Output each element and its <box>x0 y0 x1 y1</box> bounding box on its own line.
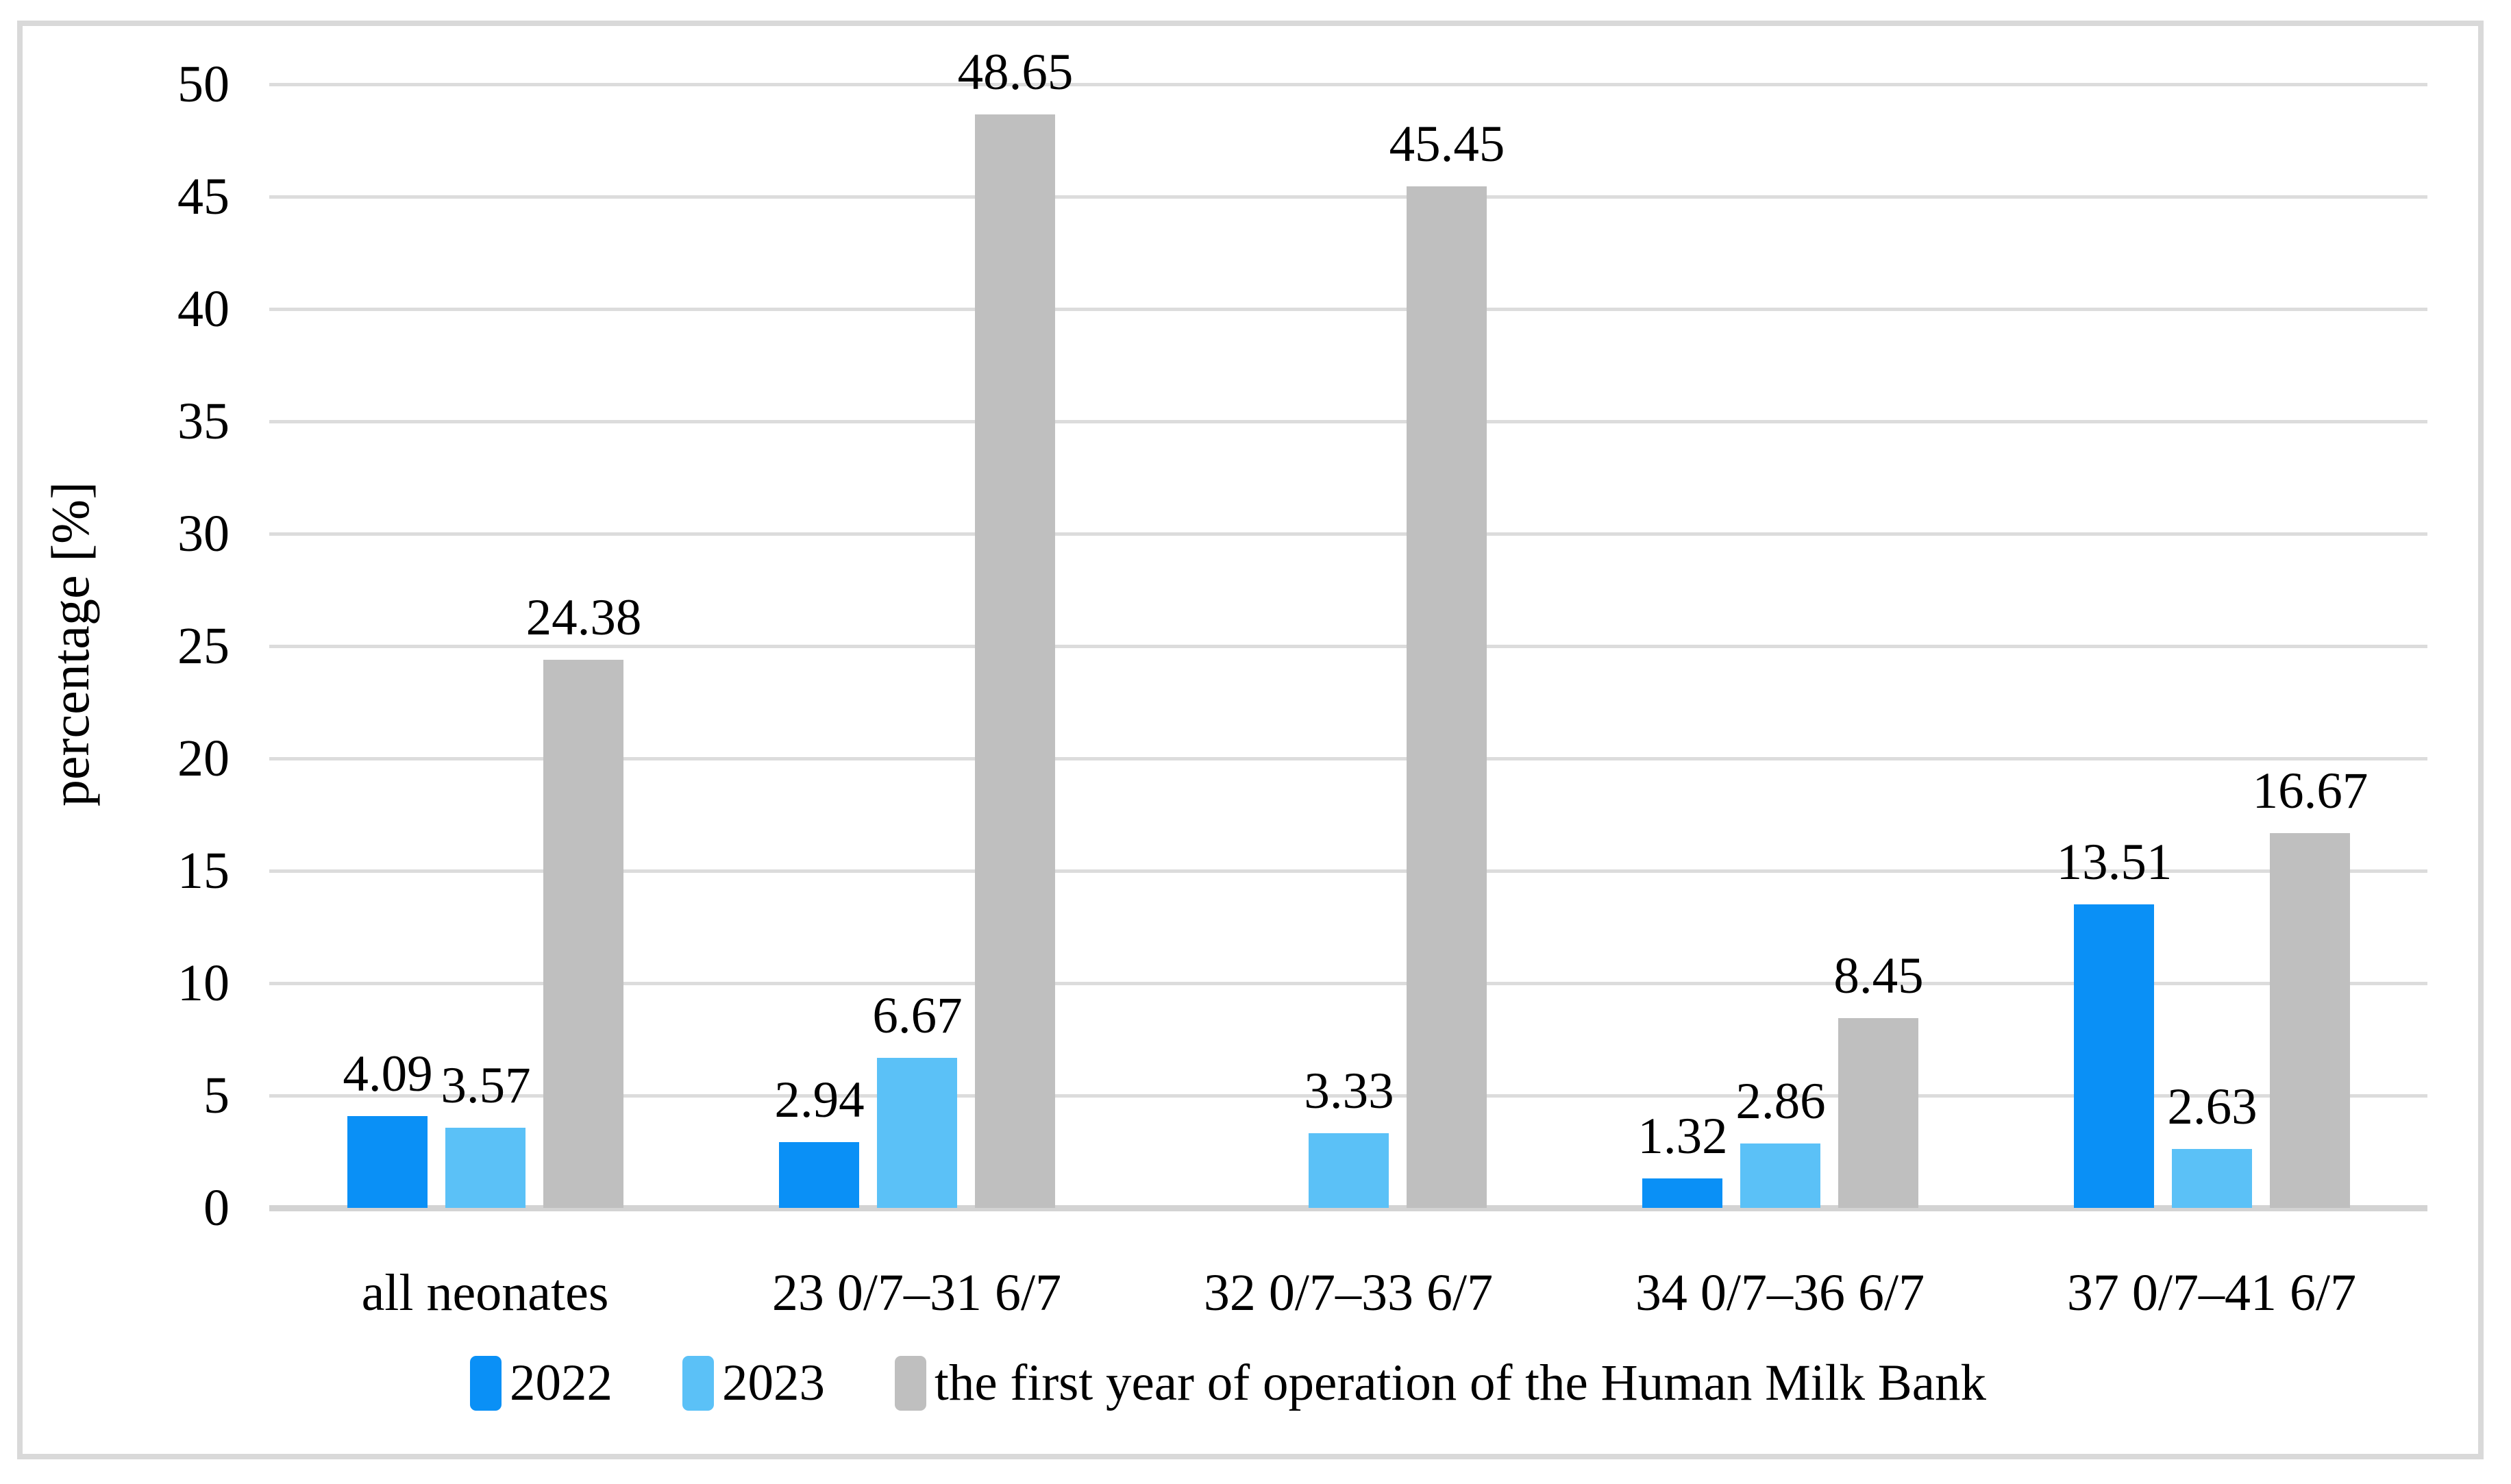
legend-item: 2023 <box>682 1352 825 1414</box>
bar-value-label: 3.57 <box>441 1057 531 1114</box>
y-tick-label: 30 <box>177 505 230 562</box>
bar <box>1642 1178 1722 1208</box>
y-tick-label: 25 <box>177 617 230 675</box>
legend-label: 2023 <box>722 1355 825 1411</box>
legend-swatch <box>470 1356 502 1411</box>
legend-item: 2022 <box>470 1352 613 1414</box>
bar <box>347 1116 428 1208</box>
y-tick-label: 5 <box>203 1067 230 1124</box>
legend-label: 2022 <box>510 1355 613 1411</box>
gridline <box>269 308 2427 311</box>
bar-value-label: 8.45 <box>1833 948 1924 1004</box>
y-tick-label: 10 <box>177 954 230 1012</box>
chart-frame <box>17 21 2484 1459</box>
legend-label: the first year of operation of the Human… <box>935 1355 1987 1411</box>
bar <box>1309 1133 1389 1208</box>
gridline <box>269 757 2427 760</box>
bar-value-label: 4.09 <box>343 1046 433 1102</box>
bar <box>1740 1143 1820 1208</box>
bar <box>2172 1149 2252 1208</box>
x-category-label: 32 0/7–33 6/7 <box>1203 1264 1494 1322</box>
bar-value-label: 6.67 <box>872 987 963 1044</box>
bar <box>1407 186 1487 1208</box>
bar <box>543 660 623 1208</box>
bar-value-label: 24.38 <box>525 589 642 646</box>
bar <box>877 1058 957 1208</box>
bar-value-label: 3.33 <box>1304 1063 1394 1120</box>
gridline <box>269 869 2427 873</box>
gridline <box>269 195 2427 199</box>
x-category-label: 37 0/7–41 6/7 <box>2066 1264 2357 1322</box>
y-tick-label: 15 <box>177 842 230 900</box>
y-tick-label: 50 <box>177 55 230 113</box>
bar-value-label: 48.65 <box>957 44 1074 101</box>
x-category-label: 23 0/7–31 6/7 <box>771 1264 1062 1322</box>
bar-value-label: 16.67 <box>2252 763 2368 819</box>
bar-value-label: 1.32 <box>1637 1108 1728 1165</box>
gridline <box>269 1094 2427 1098</box>
gridline <box>269 532 2427 536</box>
gridline <box>269 83 2427 86</box>
gridline <box>269 982 2427 985</box>
bar <box>445 1128 525 1208</box>
y-tick-label: 40 <box>177 280 230 338</box>
legend-item: the first year of operation of the Human… <box>895 1352 1986 1414</box>
legend-swatch <box>895 1356 926 1411</box>
bar-value-label: 2.86 <box>1735 1073 1826 1130</box>
bar-value-label: 13.51 <box>2056 834 2173 891</box>
bar <box>2074 904 2154 1208</box>
y-tick-label: 20 <box>177 730 230 787</box>
bar-value-label: 2.63 <box>2167 1078 2258 1135</box>
x-axis-line <box>269 1205 2427 1211</box>
y-tick-label: 0 <box>203 1179 230 1237</box>
gridline <box>269 420 2427 423</box>
bar-value-label: 45.45 <box>1389 116 1505 173</box>
bar-value-label: 2.94 <box>774 1072 865 1128</box>
bar <box>1838 1018 1918 1208</box>
gridline <box>269 645 2427 648</box>
y-tick-label: 35 <box>177 393 230 450</box>
legend-swatch <box>682 1356 714 1411</box>
y-tick-label: 45 <box>177 168 230 225</box>
legend: 2022 2023 the first year of operation of t… <box>470 1352 1986 1414</box>
x-category-label: 34 0/7–36 6/7 <box>1635 1264 1925 1322</box>
x-category-label: all neonates <box>361 1264 609 1322</box>
bar <box>2270 833 2350 1208</box>
bar <box>779 1142 859 1208</box>
bar <box>975 114 1055 1208</box>
